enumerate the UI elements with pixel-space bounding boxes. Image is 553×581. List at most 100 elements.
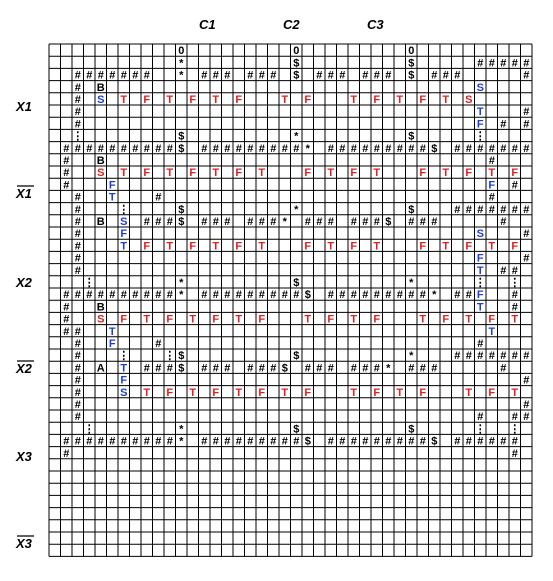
grid-cell-symbol: # — [397, 143, 403, 155]
grid-cell-symbol: # — [247, 436, 253, 448]
grid-cell-symbol: # — [374, 143, 380, 155]
grid-cell-symbol: F — [304, 240, 311, 252]
grid-cell-symbol: # — [63, 436, 69, 448]
grid-cell-symbol: # — [293, 143, 299, 155]
grid-cell-symbol: ⋮ — [475, 423, 486, 435]
grid-cell-symbol: # — [523, 57, 529, 69]
grid-cell-symbol: T — [488, 326, 495, 338]
grid-cell-symbol: ⋮ — [72, 131, 83, 143]
grid-cell-symbol: T — [442, 240, 449, 252]
grid-cell-symbol: F — [511, 240, 518, 252]
grid-cell-symbol: # — [155, 289, 161, 301]
grid-cell-symbol: B — [97, 155, 105, 167]
grid-cell-symbol: T — [350, 94, 357, 106]
grid-cell-symbol: # — [75, 118, 81, 130]
grid-cell-symbol: # — [201, 216, 207, 228]
grid-cell-symbol: F — [373, 387, 380, 399]
grid-cell-symbol: T — [281, 94, 288, 106]
grid-cell-symbol: ⋮ — [118, 204, 129, 216]
grid-cell-symbol: # — [339, 436, 345, 448]
grid-cell-symbol: T — [212, 167, 219, 179]
grid-cell-symbol: # — [477, 338, 483, 350]
grid-cell-symbol: T — [465, 314, 472, 326]
grid-cell-symbol: # — [236, 289, 242, 301]
grid-cell-symbol: T — [143, 314, 150, 326]
grid-cell-symbol: # — [75, 387, 81, 399]
grid-cell-symbol: T — [327, 240, 334, 252]
grid-cell-symbol: # — [477, 411, 483, 423]
grid-cell-symbol: * — [179, 70, 184, 82]
grid-cell-symbol: # — [75, 82, 81, 94]
grid-cell-symbol: $ — [305, 436, 311, 448]
grid-cell-symbol: # — [132, 289, 138, 301]
grid-cell-symbol: $ — [293, 350, 299, 362]
grid-cell-symbol: # — [282, 436, 288, 448]
grid-cell-symbol: # — [144, 216, 150, 228]
grid-cell-symbol: # — [75, 399, 81, 411]
grid-cell-symbol: # — [247, 70, 253, 82]
grid-cell-symbol: # — [75, 106, 81, 118]
grid-cell-symbol: T — [304, 314, 311, 326]
grid-cell-symbol: # — [224, 436, 230, 448]
grid-cell-symbol: ⋮ — [84, 423, 95, 435]
grid-cell-symbol: # — [351, 362, 357, 374]
grid-cell-symbol: # — [236, 436, 242, 448]
grid-cell-symbol: # — [339, 143, 345, 155]
grid-cell-symbol: T — [442, 94, 449, 106]
grid-cell-symbol: # — [328, 216, 334, 228]
grid-cell-symbol: # — [316, 362, 322, 374]
grid-cell-symbol: # — [63, 155, 69, 167]
grid-cell-symbol: * — [294, 204, 299, 216]
grid-cell-symbol: T — [477, 265, 484, 277]
grid-cell-symbol: # — [385, 143, 391, 155]
grid-cell-symbol: F — [442, 314, 449, 326]
grid-cell-symbol: # — [500, 362, 506, 374]
grid-cell-symbol: # — [75, 70, 81, 82]
grid-cell-symbol: F — [477, 118, 484, 130]
grid-cell-symbol: # — [86, 436, 92, 448]
grid-cell-symbol: # — [155, 362, 161, 374]
grid-cell-symbol: # — [362, 362, 368, 374]
grid-cell-symbol: # — [75, 436, 81, 448]
grid-cell-symbol: # — [351, 289, 357, 301]
grid-cell-symbol: # — [512, 436, 518, 448]
grid-cell-symbol: # — [512, 143, 518, 155]
grid-cell-symbol: # — [86, 289, 92, 301]
grid-cell-symbol: # — [477, 57, 483, 69]
grid-cell-symbol: # — [155, 338, 161, 350]
grid-cell-symbol: # — [213, 143, 219, 155]
grid-cell-symbol: # — [408, 436, 414, 448]
grid-cell-symbol: # — [408, 143, 414, 155]
grid-cell-symbol: # — [75, 326, 81, 338]
grid-cell-symbol: F — [465, 240, 472, 252]
grid-cell-symbol: # — [489, 436, 495, 448]
row-header-x3-negated: X3 — [15, 536, 33, 551]
grid-cell-symbol: T — [419, 314, 426, 326]
grid-cell-symbol: F — [488, 179, 495, 191]
grid-cell-symbol: F — [212, 314, 219, 326]
grid-cell-symbol: F — [258, 314, 265, 326]
grid-cell-symbol: # — [420, 362, 426, 374]
grid-cell-symbol: # — [213, 289, 219, 301]
grid-cell-symbol: T — [258, 240, 265, 252]
grid-cell-symbol: # — [167, 289, 173, 301]
grid-cell-symbol: # — [431, 216, 437, 228]
grid-cell-symbol: T — [396, 94, 403, 106]
grid-cell-symbol: S — [97, 94, 104, 106]
grid-cell-symbol: F — [189, 94, 196, 106]
grid-cell-symbol: # — [75, 265, 81, 277]
grid-cell-symbol: * — [179, 289, 184, 301]
grid-cell-symbol: # — [167, 362, 173, 374]
grid-cell-symbol: A — [97, 362, 105, 374]
grid-cell-symbol: # — [121, 289, 127, 301]
grid-cell-symbol: # — [477, 436, 483, 448]
grid-cell-symbol: T — [477, 301, 484, 313]
grid-cell-symbol: T — [166, 94, 173, 106]
grid-cell-symbol: # — [328, 70, 334, 82]
grid-cell-symbol: F — [373, 314, 380, 326]
grid-cell-symbol: * — [179, 277, 184, 289]
grid-cell-symbol: # — [512, 448, 518, 460]
grid-cell-symbol: # — [466, 350, 472, 362]
grid-cell-symbol: # — [259, 70, 265, 82]
grid-cell-symbol: # — [75, 289, 81, 301]
